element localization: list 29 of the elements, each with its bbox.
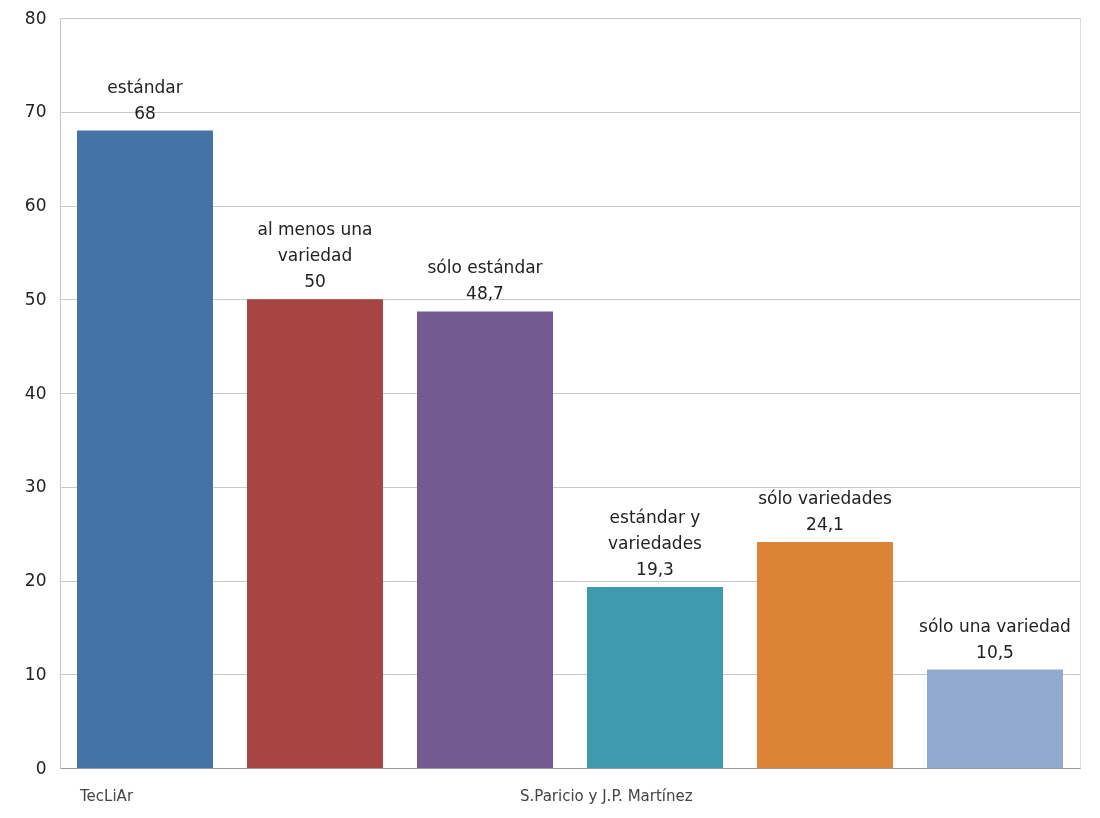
y-tick-label: 20 <box>24 570 47 590</box>
x-tick-label: estándar <box>107 76 183 97</box>
y-tick-label: 60 <box>24 195 47 215</box>
bar <box>927 669 1063 768</box>
y-tick-label: 10 <box>24 663 47 684</box>
y-tick-label: 70 <box>24 101 47 122</box>
y-tick-label: 30 <box>24 476 47 497</box>
y-tick-label: 50 <box>24 288 47 309</box>
x-tick-label: sólo una variedad <box>919 615 1071 636</box>
bar <box>587 587 723 768</box>
y-tick-label: 0 <box>35 757 47 778</box>
bar <box>247 299 383 768</box>
data-label: 24,1 <box>806 514 844 535</box>
text: S.Paricio y J.P. Martínez <box>520 787 693 805</box>
x-tick-label: al menos una variedad <box>257 219 373 266</box>
x-tick-label: sólo estándar <box>427 257 543 278</box>
data-label: 19,3 <box>636 559 674 580</box>
y-tick-label: 80 <box>24 7 47 28</box>
bar <box>757 542 893 768</box>
data-label: 48,7 <box>466 283 504 304</box>
bar <box>417 311 553 768</box>
text: TecLiAr <box>79 787 134 805</box>
data-label: 10,5 <box>976 641 1014 662</box>
x-tick-label: sólo variedades <box>758 488 893 509</box>
x-tick-label: estándar y variedades <box>608 507 703 554</box>
data-label: 50 <box>304 271 326 292</box>
data-label: 68 <box>134 102 156 123</box>
bar <box>77 130 213 768</box>
y-tick-label: 40 <box>24 382 47 403</box>
